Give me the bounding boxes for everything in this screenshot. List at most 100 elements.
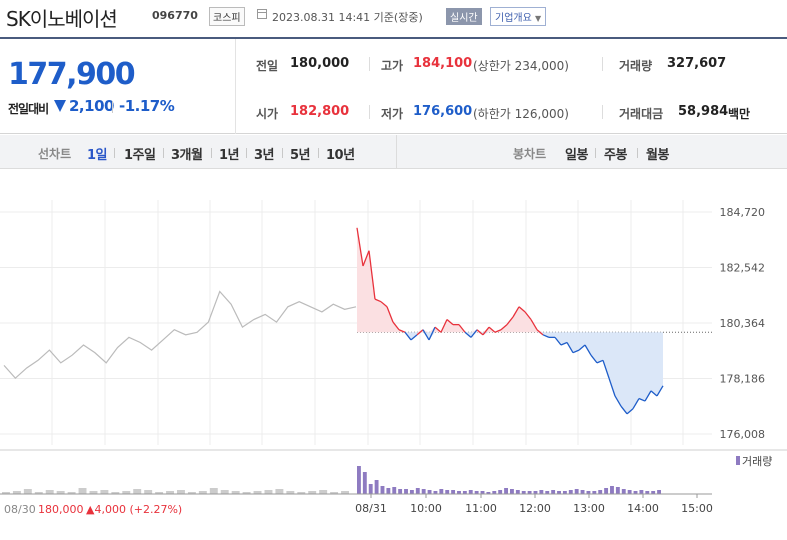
volume-bar <box>111 492 120 494</box>
price-segment <box>644 390 652 402</box>
volume-bar <box>645 491 650 494</box>
volume-bar <box>78 488 87 494</box>
price-segment <box>524 311 532 320</box>
volume-bar <box>198 491 207 494</box>
period-1week[interactable]: 1주일 <box>124 148 156 163</box>
period-daily-candle[interactable]: 일봉 <box>565 148 588 163</box>
volume-bar <box>89 491 98 494</box>
price-segment <box>434 326 442 333</box>
x-tick-label: 13:00 <box>573 502 605 515</box>
period-3year[interactable]: 3년 <box>254 148 275 163</box>
volume-bar <box>480 491 485 494</box>
volume-bar <box>23 489 32 494</box>
volume-bar <box>415 488 420 494</box>
volume-bar <box>510 489 514 494</box>
volume-bar <box>12 491 21 494</box>
price-segment <box>602 360 610 379</box>
volume-bar <box>445 490 450 494</box>
calendar-icon <box>257 9 267 19</box>
price-segment <box>536 329 544 336</box>
volume-bar <box>264 490 273 494</box>
volume-bar <box>187 492 196 494</box>
price-segment <box>494 329 502 333</box>
x-tick-label: 12:00 <box>519 502 551 515</box>
volume-bar <box>521 491 526 494</box>
period-toolbar: 선차트 1일 1주일 3개월 1년 3년 5년 10년 봉차트 일봉 주봉 월봉 <box>0 135 787 169</box>
price-segment <box>482 326 490 336</box>
high-label: 고가 <box>381 59 404 73</box>
period-monthly-candle[interactable]: 월봉 <box>646 148 669 163</box>
volume-bar <box>615 487 620 494</box>
price-segment <box>590 354 598 364</box>
period-10year[interactable]: 10년 <box>326 148 355 163</box>
volume-bar <box>451 490 456 494</box>
price-segment <box>476 329 484 336</box>
period-weekly-candle[interactable]: 주봉 <box>604 148 627 163</box>
high-value: 184,100 <box>413 56 473 71</box>
price-segment <box>584 344 592 356</box>
price-segment <box>608 377 616 397</box>
price-segment <box>404 331 412 341</box>
volume-bar <box>122 491 131 494</box>
company-overview-dropdown[interactable]: 기업개요 ▼ <box>490 7 547 26</box>
volume-bar <box>100 490 109 494</box>
period-1year[interactable]: 1년 <box>219 148 240 163</box>
company-name[interactable]: SK이노베이션 <box>6 7 118 31</box>
price-segment <box>560 341 568 346</box>
y-tick-label: 178,186 <box>720 373 766 386</box>
y-tick-label: 184,720 <box>720 206 766 219</box>
volume-bar <box>155 492 164 494</box>
divider <box>602 105 603 119</box>
period-3month[interactable]: 3개월 <box>171 148 203 163</box>
volume-bar <box>586 491 591 494</box>
period-5year[interactable]: 5년 <box>290 148 311 163</box>
x-tick-label: 14:00 <box>627 502 659 515</box>
volume-bar <box>231 491 240 494</box>
quote-summary: 177,900 전일대비 2,100 -1.17% 전일 180,000 고가 … <box>0 37 787 134</box>
line-chart-label: 선차트 <box>38 147 72 161</box>
amount-value: 58,984 <box>678 104 729 119</box>
price-segment <box>650 390 658 397</box>
volume-bar <box>462 491 467 494</box>
volume-bar <box>398 489 403 494</box>
x-tick-label: 11:00 <box>465 502 497 515</box>
y-tick-label: 180,364 <box>720 317 766 330</box>
volume-bar <box>627 490 632 494</box>
price-segment <box>614 395 622 407</box>
realtime-button[interactable]: 실시간 <box>446 8 482 25</box>
volume-bar <box>220 490 229 494</box>
volume-bar <box>133 489 142 494</box>
period-1day[interactable]: 1일 <box>87 148 108 163</box>
volume-bar <box>67 492 76 494</box>
divider <box>595 148 596 158</box>
price-segment <box>416 329 424 336</box>
price-segment <box>398 329 406 333</box>
price-segment <box>500 324 508 331</box>
volume-bar <box>580 490 585 494</box>
price-segment <box>386 306 394 323</box>
volume-bar <box>592 491 597 494</box>
volume-bar <box>657 490 661 494</box>
volume-bar <box>368 484 373 494</box>
prev-day-change: ▲4,000 (+2.27%) <box>86 503 183 516</box>
open-value: 182,800 <box>290 104 350 119</box>
volume-bar <box>380 486 385 494</box>
price-segment <box>470 329 478 338</box>
volume-bar <box>439 489 444 494</box>
amount-label: 거래대금 <box>619 107 664 121</box>
price-segment <box>392 321 400 331</box>
intraday-price-chart[interactable]: 184,720 182,542 180,364 178,186 176,008 거래량 08… <box>0 170 787 540</box>
volume-bar <box>421 489 426 494</box>
price-segment <box>656 385 664 397</box>
x-tick-label: 15:00 <box>681 502 713 515</box>
volume-bar <box>144 490 153 494</box>
volume-bar <box>568 490 573 494</box>
volume-bar <box>166 491 174 494</box>
price-segment <box>368 250 376 300</box>
divider <box>396 135 397 169</box>
chevron-down-icon: ▼ <box>535 14 542 23</box>
volume-bar <box>374 480 379 494</box>
volume-bar <box>557 491 561 494</box>
price-segment <box>554 336 562 346</box>
volume-bar <box>392 487 397 494</box>
